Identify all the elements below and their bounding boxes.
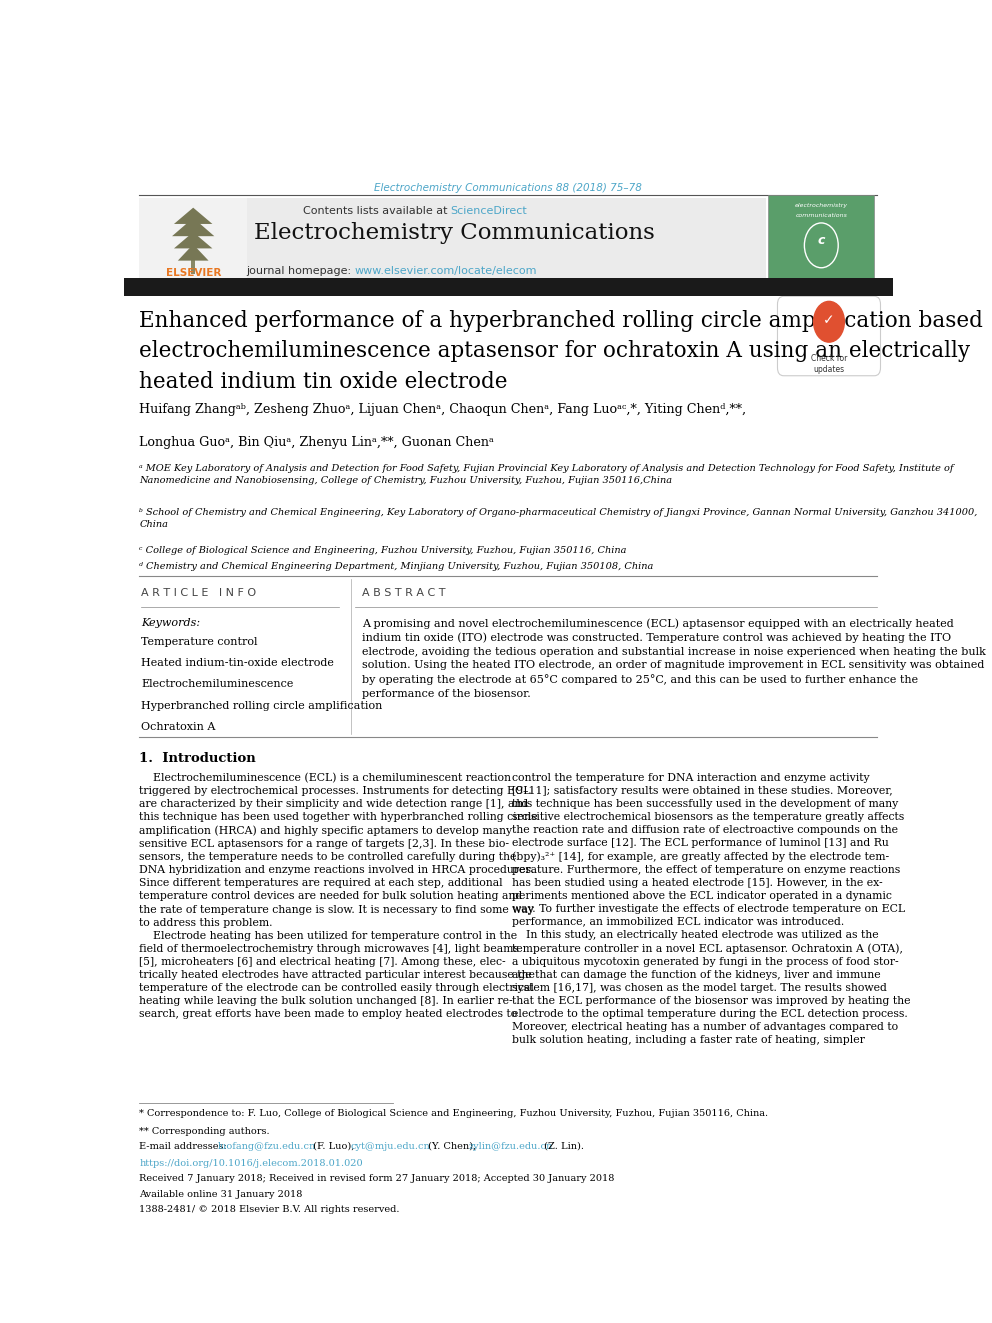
Text: ScienceDirect: ScienceDirect [450,205,528,216]
Text: (Y. Chen),: (Y. Chen), [426,1142,479,1151]
Text: Contents lists available at: Contents lists available at [303,205,450,216]
Text: journal homepage:: journal homepage: [246,266,355,275]
Text: ᵃ MOE Key Laboratory of Analysis and Detection for Food Safety, Fujian Provincia: ᵃ MOE Key Laboratory of Analysis and Det… [139,464,954,484]
Text: Hyperbranched rolling circle amplification: Hyperbranched rolling circle amplificati… [141,701,382,710]
Text: Keywords:: Keywords: [141,618,200,628]
Text: Temperature control: Temperature control [141,636,257,647]
Text: (F. Luo),: (F. Luo), [310,1142,357,1151]
Polygon shape [178,245,208,261]
Text: ᶜ College of Biological Science and Engineering, Fuzhou University, Fuzhou, Fuji: ᶜ College of Biological Science and Engi… [139,546,627,554]
Text: ** Corresponding authors.: ** Corresponding authors. [139,1127,270,1135]
Text: Heated indium-tin-oxide electrode: Heated indium-tin-oxide electrode [141,658,333,668]
Text: ✓: ✓ [823,312,835,327]
Text: * Correspondence to: F. Luo, College of Biological Science and Engineering, Fuzh: * Correspondence to: F. Luo, College of … [139,1109,769,1118]
Bar [139,198,766,278]
Text: (Z. Lin).: (Z. Lin). [542,1142,584,1151]
Text: electrochemistry: electrochemistry [795,202,848,208]
Bar [768,196,874,284]
Text: A promising and novel electrochemiluminescence (ECL) aptasensor equipped with an: A promising and novel electrochemilumine… [362,618,986,699]
Polygon shape [172,218,214,237]
FancyBboxPatch shape [778,296,881,376]
Text: control the temperature for DNA interaction and enzyme activity
[9–11]; satisfac: control the temperature for DNA interact… [512,773,911,1045]
Text: Enhanced performance of a hyperbranched rolling circle amplification based
elect: Enhanced performance of a hyperbranched … [139,310,983,393]
Text: c: c [817,234,825,247]
Text: Available online 31 January 2018: Available online 31 January 2018 [139,1189,303,1199]
Text: ELSEVIER: ELSEVIER [166,267,221,278]
Text: Electrochemistry Communications 88 (2018) 75–78: Electrochemistry Communications 88 (2018… [374,183,643,193]
Text: Huifang Zhangᵃᵇ, Zesheng Zhuoᵃ, Lijuan Chenᵃ, Chaoqun Chenᵃ, Fang Luoᵃᶜ,*, Yitin: Huifang Zhangᵃᵇ, Zesheng Zhuoᵃ, Lijuan C… [139,404,747,417]
Circle shape [813,302,844,343]
Polygon shape [174,232,212,249]
Text: Ochratoxin A: Ochratoxin A [141,722,215,732]
Text: Longhua Guoᵃ, Bin Qiuᵃ, Zhenyu Linᵃ,**, Guonan Chenᵃ: Longhua Guoᵃ, Bin Qiuᵃ, Zhenyu Linᵃ,**, … [139,435,494,448]
Text: A R T I C L E   I N F O: A R T I C L E I N F O [141,587,256,598]
Text: zylin@fzu.edu.cn: zylin@fzu.edu.cn [468,1142,553,1151]
Text: ᵈ Chemistry and Chemical Engineering Department, Minjiang University, Fuzhou, Fu: ᵈ Chemistry and Chemical Engineering Dep… [139,562,654,572]
Text: https://doi.org/10.1016/j.elecom.2018.01.020: https://doi.org/10.1016/j.elecom.2018.01… [139,1159,363,1168]
Text: ᵇ School of Chemistry and Chemical Engineering, Key Laboratory of Organo-pharmac: ᵇ School of Chemistry and Chemical Engin… [139,508,978,529]
Text: communications: communications [796,213,847,218]
Bar [139,198,247,278]
Text: cyt@mju.edu.cn: cyt@mju.edu.cn [350,1142,430,1151]
Text: A B S T R A C T: A B S T R A C T [362,587,445,598]
Text: Electrochemiluminescence (ECL) is a chemiluminescent reaction
triggered by elect: Electrochemiluminescence (ECL) is a chem… [139,773,538,1019]
Text: Electrochemistry Communications: Electrochemistry Communications [254,222,655,243]
Text: E-mail addresses:: E-mail addresses: [139,1142,230,1151]
Text: Received 7 January 2018; Received in revised form 27 January 2018; Accepted 30 J: Received 7 January 2018; Received in rev… [139,1175,615,1183]
Text: www.elsevier.com/locate/elecom: www.elsevier.com/locate/elecom [355,266,537,275]
Text: Electrochemiluminescence: Electrochemiluminescence [141,679,294,689]
Bar [190,255,195,274]
Text: Check for
updates: Check for updates [810,355,847,374]
Bar [124,278,893,296]
Text: 1388-2481/ © 2018 Elsevier B.V. All rights reserved.: 1388-2481/ © 2018 Elsevier B.V. All righ… [139,1205,400,1215]
Polygon shape [174,208,212,224]
Text: luofang@fzu.edu.cn: luofang@fzu.edu.cn [218,1142,316,1151]
Text: 1.  Introduction: 1. Introduction [139,751,256,765]
